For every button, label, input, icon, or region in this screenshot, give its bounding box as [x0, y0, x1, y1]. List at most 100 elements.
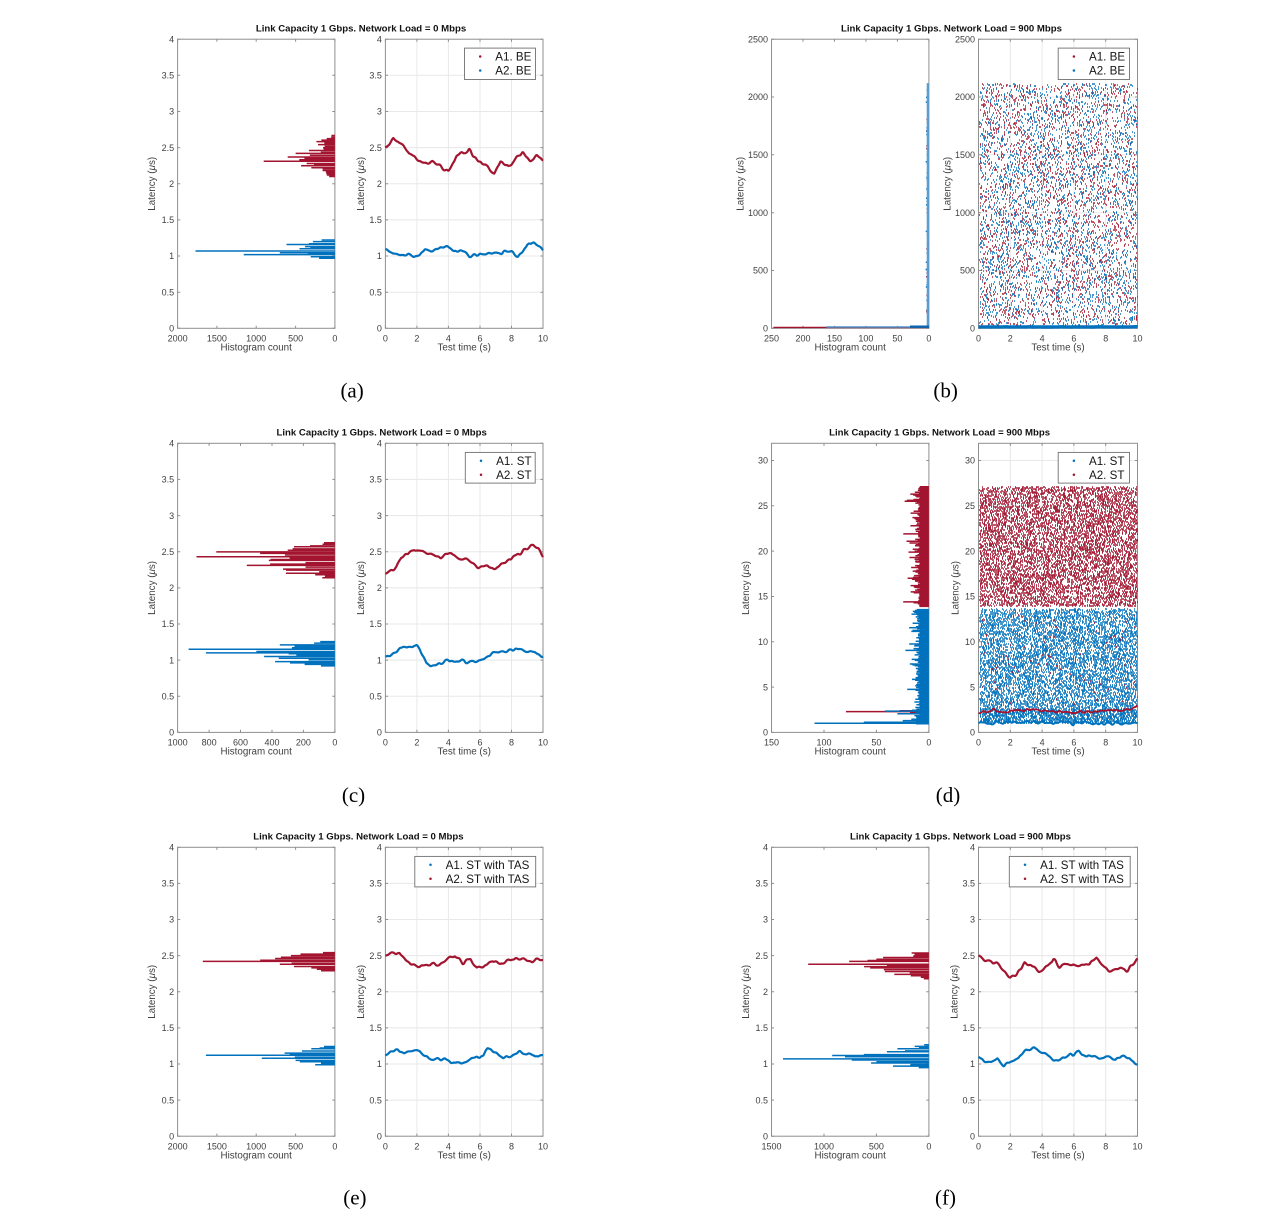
- svg-text:3.5: 3.5: [369, 879, 382, 889]
- svg-text:1.5: 1.5: [162, 1023, 175, 1033]
- svg-text:A2. ST: A2. ST: [496, 469, 531, 482]
- svg-text:6: 6: [477, 1141, 482, 1151]
- svg-text:0: 0: [976, 738, 981, 748]
- svg-text:Latency (μs): Latency (μs): [741, 561, 752, 615]
- svg-text:Latency (μs): Latency (μs): [147, 561, 158, 615]
- svg-text:1: 1: [377, 655, 382, 665]
- svg-text:Latency (μs): Latency (μs): [147, 965, 158, 1019]
- svg-text:8: 8: [1103, 334, 1108, 344]
- svg-text:500: 500: [288, 334, 303, 344]
- svg-text:2.5: 2.5: [369, 143, 382, 153]
- svg-text:Test time (s): Test time (s): [438, 343, 491, 354]
- svg-text:200: 200: [296, 738, 311, 748]
- svg-text:2: 2: [414, 1141, 419, 1151]
- svg-text:2500: 2500: [748, 34, 768, 44]
- svg-text:0.5: 0.5: [962, 1095, 975, 1105]
- svg-text:2: 2: [970, 987, 975, 997]
- svg-text:A2. ST with TAS: A2. ST with TAS: [1040, 873, 1124, 886]
- svg-text:150: 150: [827, 334, 842, 344]
- svg-text:0.5: 0.5: [369, 287, 382, 297]
- svg-text:500: 500: [869, 1141, 884, 1151]
- svg-text:8: 8: [1103, 738, 1108, 748]
- svg-text:2: 2: [1008, 1141, 1013, 1151]
- svg-text:100: 100: [816, 738, 831, 748]
- svg-text:1.5: 1.5: [162, 215, 175, 225]
- svg-text:5: 5: [970, 682, 975, 692]
- svg-text:2: 2: [169, 583, 174, 593]
- svg-text:4: 4: [377, 843, 382, 853]
- svg-text:4: 4: [763, 843, 768, 853]
- svg-text:2: 2: [169, 179, 174, 189]
- svg-text:0: 0: [332, 738, 337, 748]
- svg-text:0: 0: [976, 1141, 981, 1151]
- svg-text:8: 8: [1103, 1141, 1108, 1151]
- svg-text:3: 3: [169, 107, 174, 117]
- svg-text:0: 0: [763, 1131, 768, 1141]
- svg-text:500: 500: [960, 266, 975, 276]
- svg-text:Latency (μs): Latency (μs): [943, 157, 954, 211]
- svg-text:Latency (μs): Latency (μs): [736, 157, 747, 211]
- svg-text:200: 200: [795, 334, 810, 344]
- svg-text:1: 1: [169, 251, 174, 261]
- svg-text:A1. ST with TAS: A1. ST with TAS: [1040, 859, 1124, 872]
- svg-text:(e): (e): [343, 1186, 366, 1210]
- svg-text:Test time (s): Test time (s): [438, 1151, 491, 1162]
- svg-text:1000: 1000: [814, 1141, 834, 1151]
- svg-text:3: 3: [169, 915, 174, 925]
- svg-text:3.5: 3.5: [962, 879, 975, 889]
- svg-text:100: 100: [858, 334, 873, 344]
- svg-text:Latency (μs): Latency (μs): [356, 157, 367, 211]
- svg-text:0: 0: [976, 334, 981, 344]
- svg-text:Test time (s): Test time (s): [1031, 343, 1084, 354]
- svg-text:800: 800: [202, 738, 217, 748]
- svg-text:2: 2: [377, 179, 382, 189]
- svg-text:Link Capacity 1 Gbps. Network: Link Capacity 1 Gbps. Network Load = 900…: [841, 24, 1062, 35]
- svg-text:A2. ST with TAS: A2. ST with TAS: [446, 873, 530, 886]
- svg-text:1000: 1000: [955, 208, 975, 218]
- svg-text:1: 1: [169, 1059, 174, 1069]
- svg-text:20: 20: [965, 546, 975, 556]
- svg-text:(b): (b): [933, 379, 958, 403]
- svg-text:2: 2: [1008, 738, 1013, 748]
- svg-text:1000: 1000: [246, 1141, 266, 1151]
- svg-text:10: 10: [1132, 738, 1142, 748]
- svg-text:50: 50: [892, 334, 902, 344]
- svg-text:10: 10: [538, 738, 548, 748]
- svg-text:1500: 1500: [955, 150, 975, 160]
- svg-text:1.5: 1.5: [755, 1023, 768, 1033]
- svg-text:2.5: 2.5: [162, 143, 175, 153]
- svg-text:2000: 2000: [955, 92, 975, 102]
- svg-text:400: 400: [264, 738, 279, 748]
- svg-text:Latency (μs): Latency (μs): [147, 157, 158, 211]
- svg-text:3.5: 3.5: [162, 475, 175, 485]
- svg-text:2500: 2500: [955, 34, 975, 44]
- svg-text:15: 15: [965, 592, 975, 602]
- svg-text:(c): (c): [342, 783, 365, 807]
- svg-text:1000: 1000: [246, 334, 266, 344]
- svg-text:4: 4: [446, 738, 451, 748]
- svg-text:0: 0: [169, 324, 174, 334]
- svg-text:0.5: 0.5: [369, 692, 382, 702]
- svg-text:3.5: 3.5: [369, 475, 382, 485]
- svg-text:0.5: 0.5: [162, 287, 175, 297]
- svg-text:A2. BE: A2. BE: [495, 65, 531, 78]
- svg-text:2.5: 2.5: [369, 951, 382, 961]
- svg-text:1500: 1500: [207, 1141, 227, 1151]
- svg-text:Histogram count: Histogram count: [815, 1151, 887, 1162]
- svg-text:0: 0: [169, 1131, 174, 1141]
- svg-text:Histogram count: Histogram count: [221, 343, 293, 354]
- svg-text:10: 10: [965, 637, 975, 647]
- svg-text:1: 1: [377, 1059, 382, 1069]
- svg-text:3.5: 3.5: [755, 879, 768, 889]
- svg-text:0: 0: [332, 334, 337, 344]
- svg-text:0: 0: [763, 324, 768, 334]
- svg-text:A2. BE: A2. BE: [1089, 65, 1125, 78]
- svg-text:A2. ST: A2. ST: [1089, 469, 1124, 482]
- svg-text:2.5: 2.5: [755, 951, 768, 961]
- svg-text:0: 0: [970, 1131, 975, 1141]
- svg-text:1.5: 1.5: [369, 1023, 382, 1033]
- svg-text:3.5: 3.5: [162, 879, 175, 889]
- svg-text:A1. BE: A1. BE: [1089, 51, 1125, 64]
- svg-text:4: 4: [169, 843, 174, 853]
- svg-text:(f): (f): [935, 1186, 956, 1210]
